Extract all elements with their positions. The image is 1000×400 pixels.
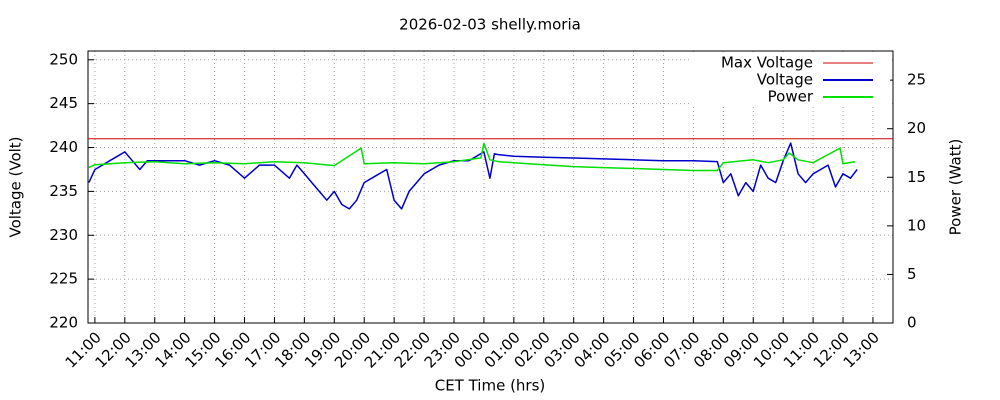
legend-label: Voltage xyxy=(757,71,813,89)
y2-tick-label: 5 xyxy=(907,265,917,283)
y-tick-label: 250 xyxy=(49,50,78,68)
y-tick-label: 225 xyxy=(49,270,78,288)
y2-tick-label: 10 xyxy=(907,216,926,234)
y2-tick-label: 0 xyxy=(907,314,917,332)
y-tick-label: 230 xyxy=(49,226,78,244)
y2-tick-label: 20 xyxy=(907,119,926,137)
chart-title: 2026-02-03 shelly.moria xyxy=(399,16,581,34)
y-tick-label: 240 xyxy=(49,138,78,156)
series-line xyxy=(88,142,856,172)
series-line xyxy=(88,142,858,210)
y-axis-label: Voltage (Volt) xyxy=(7,136,25,237)
x-axis-label: CET Time (hrs) xyxy=(435,377,546,395)
y2-tick-label: 15 xyxy=(907,168,926,186)
legend-label: Power xyxy=(768,88,814,106)
y-tick-label: 245 xyxy=(49,94,78,112)
legend-label: Max Voltage xyxy=(721,54,813,72)
y-tick-label: 220 xyxy=(49,314,78,332)
plot-frame xyxy=(87,50,894,324)
y2-tick-label: 25 xyxy=(907,71,926,89)
y-tick-label: 235 xyxy=(49,182,78,200)
y2-axis-label: Power (Watt) xyxy=(947,139,965,236)
